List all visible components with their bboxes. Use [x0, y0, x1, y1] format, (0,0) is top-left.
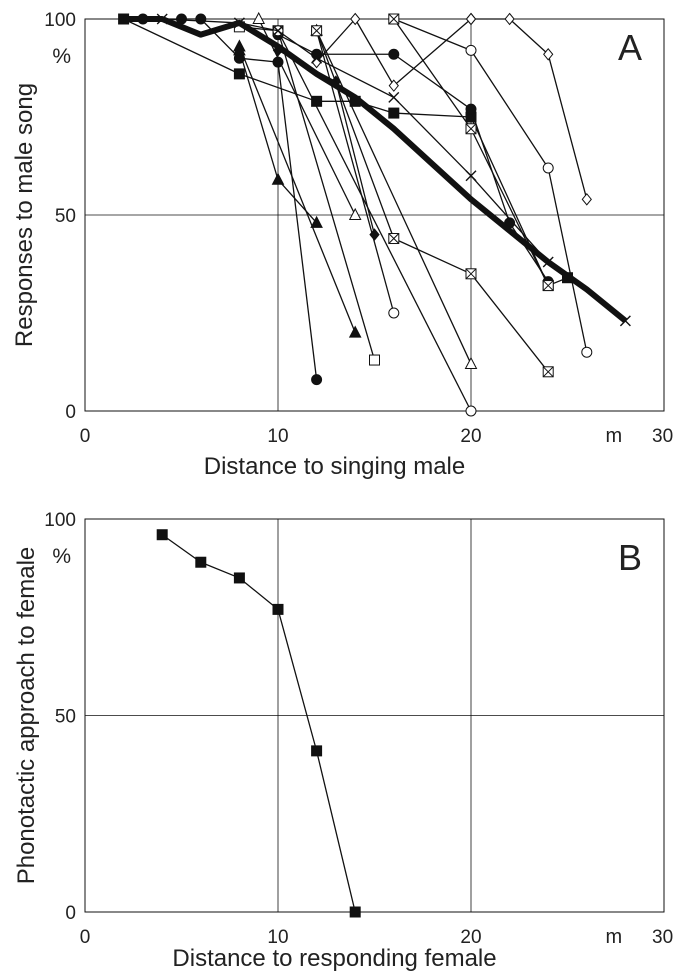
data-point — [311, 374, 323, 386]
data-point — [465, 405, 477, 417]
data-point — [581, 193, 592, 206]
data-point — [388, 13, 400, 25]
x-tick-label: 10 — [267, 927, 288, 948]
series-line — [393, 18, 588, 353]
data-point — [311, 52, 323, 64]
x-tick-label: 10 — [267, 426, 288, 447]
x-tick-label: 20 — [460, 927, 481, 948]
x-axis-title: Distance to singing male — [204, 453, 465, 480]
series-line — [315, 30, 549, 373]
data-point — [465, 44, 477, 56]
series-line — [162, 18, 626, 322]
data-point — [349, 906, 361, 918]
data-point — [465, 268, 477, 280]
series-line — [161, 534, 356, 913]
data-point — [542, 280, 554, 291]
y-unit-label: % — [52, 45, 71, 68]
y-tick-label: 100 — [44, 10, 76, 31]
data-point — [369, 354, 380, 366]
y-axis-title: Phonotactic approach to female — [13, 547, 40, 885]
mean-series-line — [123, 16, 628, 324]
x-tick-label: 0 — [80, 426, 91, 447]
data-point — [542, 162, 554, 174]
data-point — [311, 745, 323, 757]
y-axis-title: Responses to male song — [11, 83, 38, 347]
data-point — [504, 12, 515, 26]
series-line — [258, 18, 356, 216]
x-tick-label: 30 — [652, 927, 673, 948]
series-line — [316, 18, 472, 87]
y-tick-label: 50 — [55, 206, 76, 227]
data-point — [388, 48, 400, 60]
y-tick-label: 0 — [65, 402, 76, 423]
data-point — [233, 39, 246, 52]
data-point — [350, 12, 361, 26]
series-line — [315, 30, 395, 314]
y-tick-label: 0 — [65, 903, 76, 924]
x-unit-label: m — [605, 425, 622, 447]
panel-b: 0 10 20 30 m 0 50 100% Distance to responding fe… — [13, 510, 673, 972]
data-point — [465, 123, 477, 135]
x-axis-title: Distance to responding female — [172, 945, 496, 972]
data-point — [348, 325, 362, 338]
data-point — [388, 233, 400, 244]
data-point — [388, 79, 399, 92]
data-point — [252, 11, 266, 24]
y-unit-label: % — [52, 545, 71, 568]
series-line — [238, 46, 356, 333]
data-point — [388, 91, 400, 103]
x-tick-label: 20 — [460, 426, 481, 447]
series-line — [277, 30, 472, 412]
data-point — [581, 346, 593, 358]
data-point — [465, 12, 477, 26]
panel-letter: A — [618, 27, 642, 68]
data-point — [465, 170, 477, 182]
y-tick-label: 100 — [44, 510, 76, 531]
data-point — [195, 13, 207, 25]
data-point — [233, 572, 245, 584]
series-line — [123, 18, 568, 287]
data-point — [465, 103, 477, 115]
x-tick-label: 30 — [652, 426, 673, 447]
x-tick-label: 0 — [80, 927, 91, 948]
data-point — [310, 215, 323, 228]
data-point — [388, 307, 400, 319]
data-point — [272, 25, 284, 37]
series-line — [142, 18, 318, 380]
data-point — [233, 68, 245, 80]
data-point — [542, 366, 554, 378]
data-point — [388, 107, 400, 119]
data-point — [271, 172, 285, 185]
data-point — [195, 556, 207, 568]
series-line — [471, 18, 588, 200]
data-point — [348, 207, 362, 220]
y-tick-label: 50 — [55, 707, 76, 728]
data-point — [272, 603, 284, 615]
panel-a: 0 10 20 30 m 0 50 100% Distance to singing male R… — [11, 10, 673, 480]
x-unit-label: m — [605, 926, 622, 948]
data-point — [464, 356, 478, 369]
panel-letter: B — [618, 537, 642, 578]
data-point — [156, 529, 168, 541]
data-point — [543, 47, 554, 61]
data-point — [311, 25, 322, 37]
